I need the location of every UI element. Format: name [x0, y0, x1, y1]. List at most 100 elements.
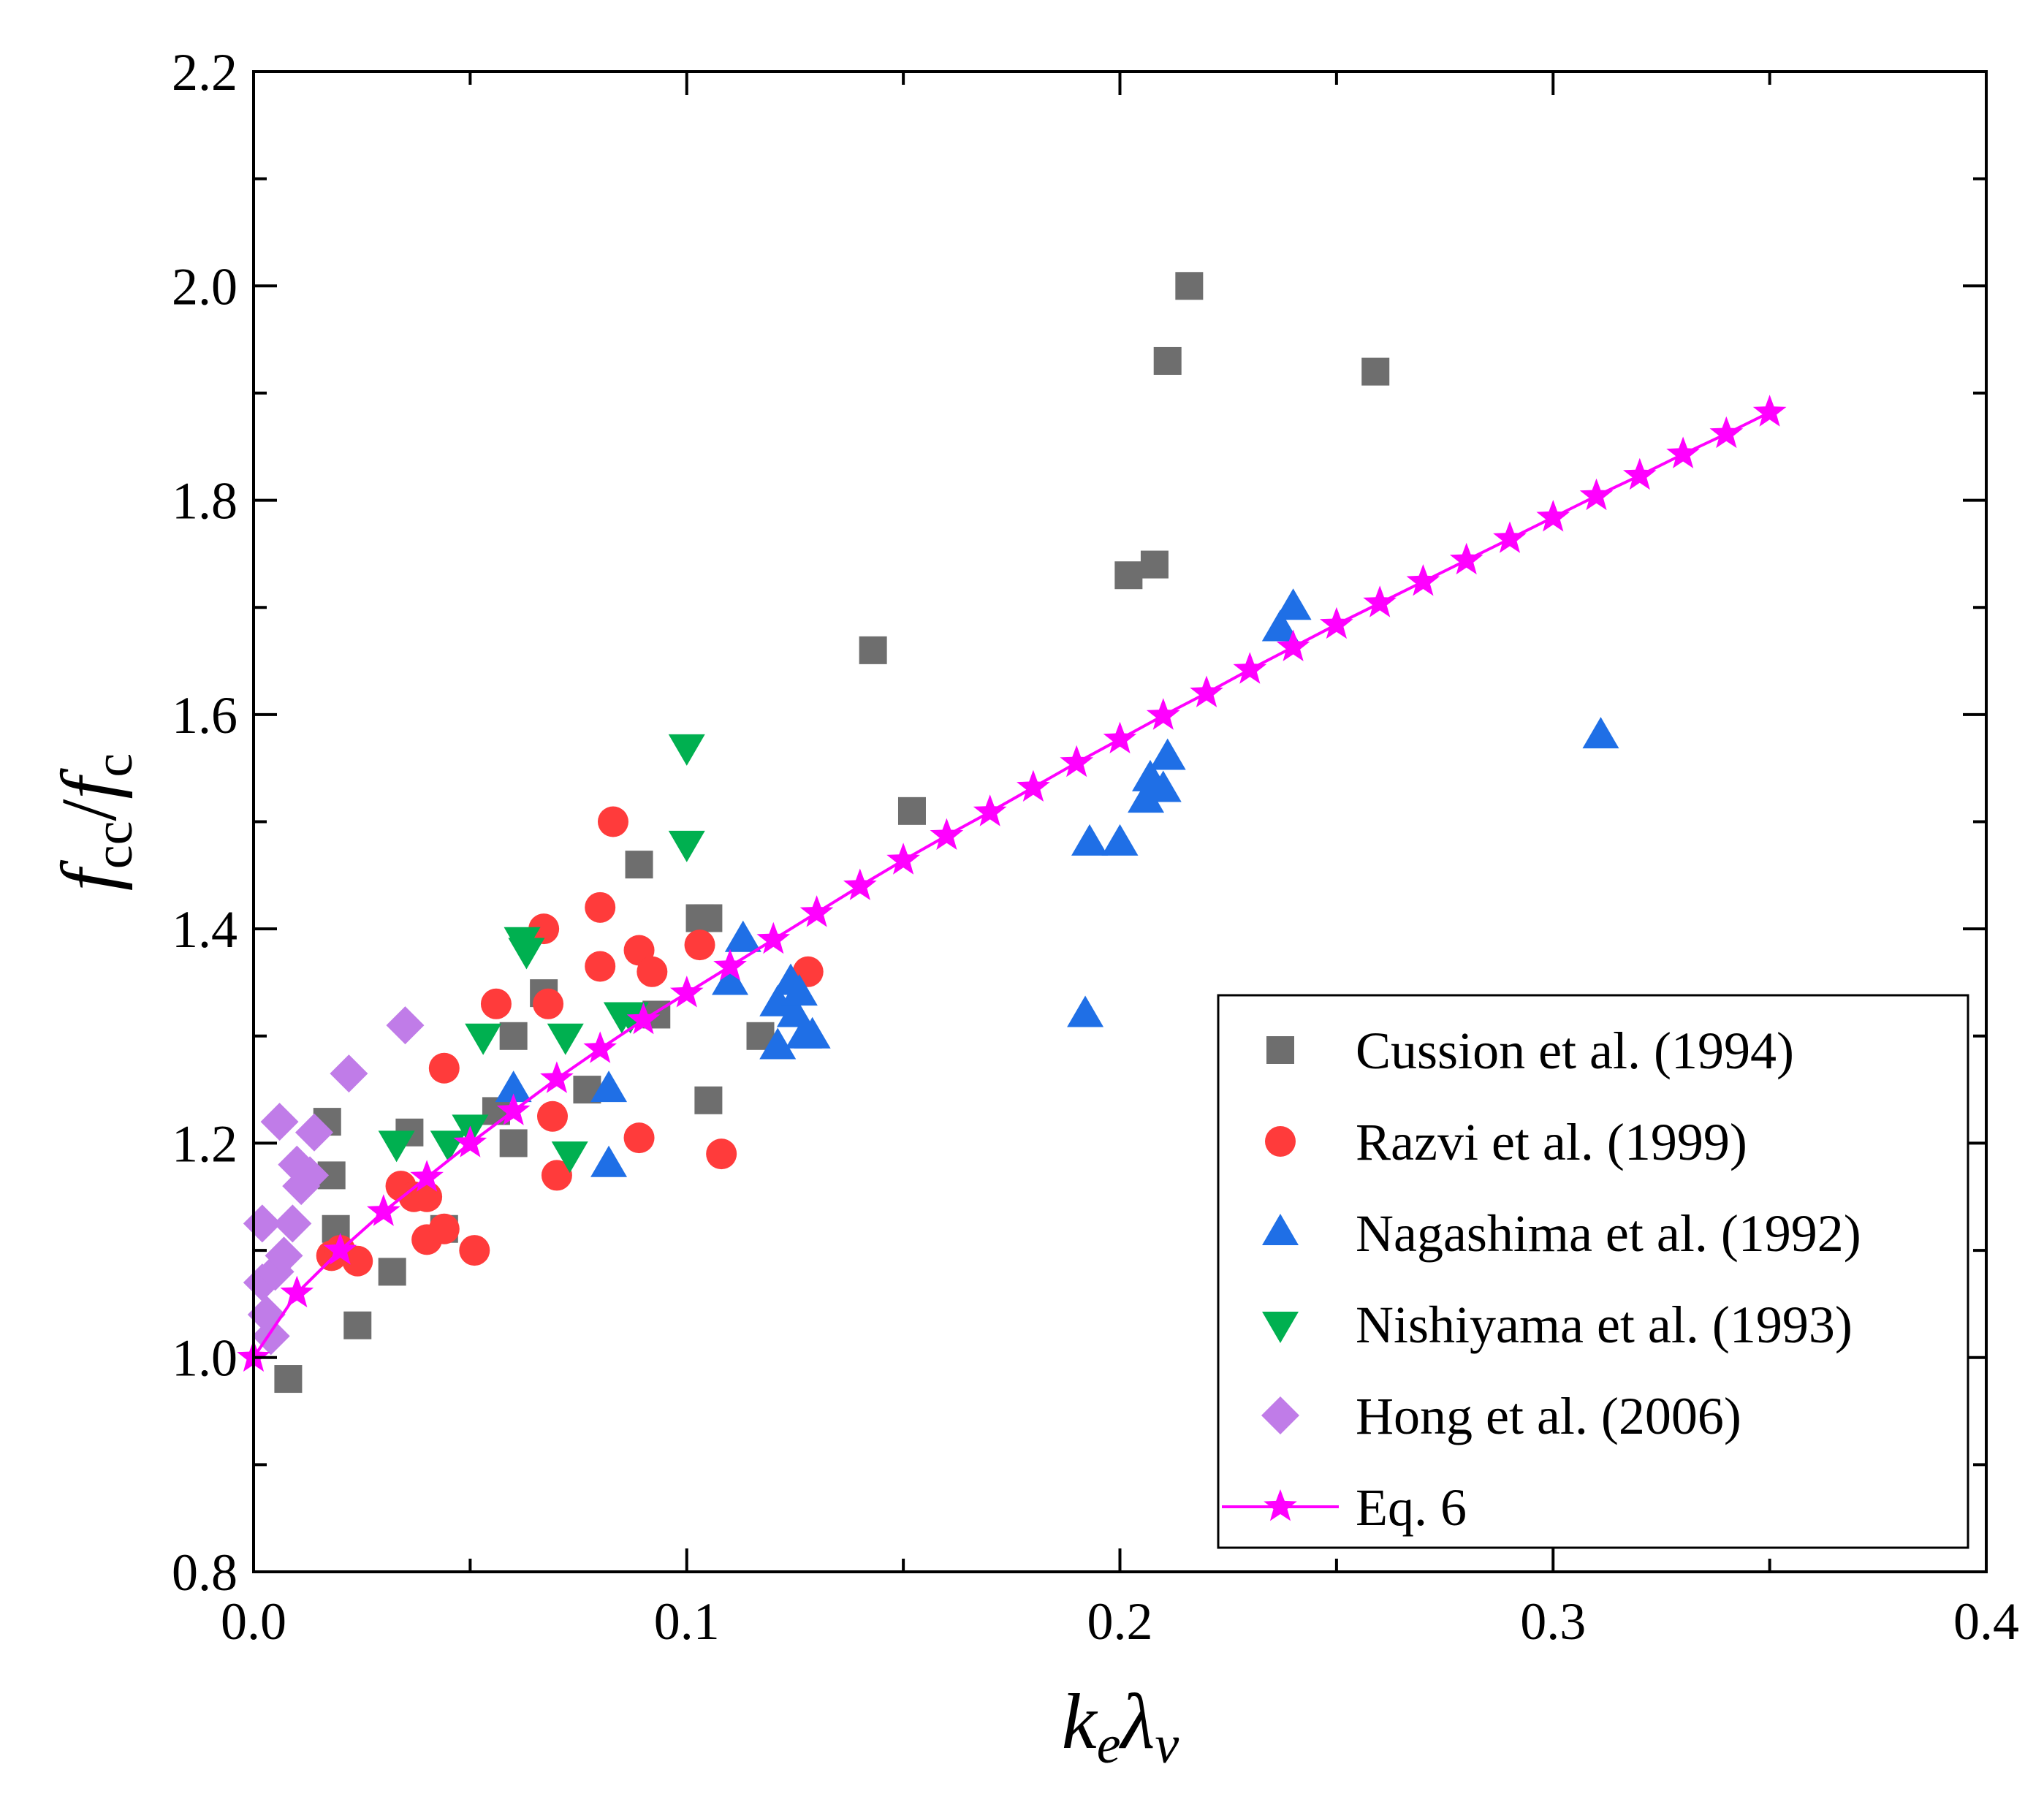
data-point	[1146, 698, 1180, 730]
data-point	[533, 988, 564, 1019]
x-tick-label: 0.1	[654, 1592, 720, 1651]
data-point	[1067, 995, 1104, 1027]
y-tick-label: 1.0	[172, 1329, 238, 1388]
series-2	[316, 806, 824, 1277]
data-point	[886, 843, 920, 875]
data-point	[378, 1130, 415, 1163]
data-point	[1449, 542, 1483, 575]
legend: Cussion et al. (1994) Razvi et al. (1999)…	[1217, 994, 1969, 1549]
data-point	[323, 1233, 357, 1265]
data-point	[1274, 588, 1312, 620]
data-point	[1261, 609, 1299, 642]
y-axis-title: fcc/fc	[46, 753, 144, 892]
y-tick-label: 1.4	[172, 900, 238, 959]
data-point	[1114, 561, 1143, 590]
data-point	[585, 892, 616, 923]
legend-items: Cussion et al. (1994) Razvi et al. (1999)…	[1222, 1022, 1861, 1537]
data-point	[590, 1071, 628, 1103]
axis-ticks: 0.0 0.1 0.2 0.3 0.4 0.8 1.0 1.2 1.4 1.6 1.8 2.0 2.2	[172, 43, 2019, 1651]
data-point	[1276, 629, 1310, 661]
data-point	[930, 818, 964, 850]
data-point	[291, 1156, 330, 1195]
y-tick-label: 1.8	[172, 472, 238, 531]
data-point	[612, 1002, 649, 1034]
data-point	[668, 734, 705, 766]
data-point	[1233, 652, 1267, 684]
y-title-sub2: c	[84, 753, 144, 778]
data-point	[694, 904, 723, 932]
data-point	[780, 974, 818, 1006]
data-point	[265, 1236, 303, 1275]
data-point	[706, 1138, 737, 1170]
y-title-slash: /	[46, 799, 133, 821]
data-point	[342, 1245, 373, 1277]
data-point	[273, 1204, 312, 1243]
y-tick-label: 0.8	[172, 1543, 238, 1602]
data-point	[260, 1103, 299, 1141]
data-point	[508, 938, 545, 970]
data-point	[386, 1006, 425, 1045]
data-point	[1144, 770, 1182, 802]
data-point	[712, 963, 749, 995]
data-point	[280, 1275, 314, 1308]
legend-item: Razvi et al. (1999)	[1265, 1113, 1747, 1171]
legend-label: Razvi et al. (1999)	[1356, 1113, 1747, 1171]
data-point	[625, 851, 653, 879]
data-point	[843, 868, 877, 900]
x-tick-label: 0.0	[221, 1592, 286, 1651]
data-point	[367, 1194, 400, 1226]
legend-label: Nishiyama et al. (1993)	[1356, 1296, 1853, 1354]
data-point	[499, 1022, 528, 1050]
data-point	[1071, 824, 1109, 856]
data-point	[428, 1213, 460, 1244]
data-point	[1579, 478, 1614, 511]
data-point	[597, 806, 628, 837]
data-point	[626, 1002, 661, 1035]
legend-item: Eq. 6	[1222, 1478, 1467, 1537]
legend-marker	[1262, 1312, 1299, 1343]
x-tick-label: 0.4	[1953, 1592, 2019, 1651]
data-point	[859, 636, 887, 664]
data-point	[428, 1052, 460, 1084]
data-point	[495, 1071, 532, 1103]
data-point	[1582, 717, 1619, 749]
data-point	[541, 1160, 572, 1191]
x-tick-label: 0.3	[1520, 1592, 1586, 1651]
x-title-mid: λ	[1119, 1679, 1155, 1765]
legend-item: Hong et al. (2006)	[1261, 1387, 1741, 1445]
data-point	[794, 1016, 831, 1049]
data-point	[343, 1311, 372, 1339]
legend-marker	[1264, 1489, 1297, 1521]
data-point	[1406, 564, 1440, 596]
data-point	[1149, 738, 1186, 770]
legend-item: Nagashima et al. (1992)	[1262, 1204, 1861, 1263]
data-point	[585, 951, 616, 982]
legend-label: Hong et al. (2006)	[1356, 1387, 1741, 1445]
y-tick-label: 2.0	[172, 257, 238, 316]
legend-label: Cussion et al. (1994)	[1356, 1022, 1794, 1080]
data-point	[1363, 585, 1397, 617]
data-point	[528, 913, 560, 945]
x-title-sub2: v	[1155, 1715, 1179, 1775]
y-tick-label: 1.2	[172, 1114, 238, 1173]
legend-marker	[1266, 1036, 1294, 1064]
data-point	[637, 956, 668, 987]
data-point	[799, 895, 834, 927]
data-point	[590, 1145, 628, 1177]
data-point	[1175, 272, 1204, 300]
data-point	[1623, 457, 1657, 490]
data-point	[1128, 781, 1165, 813]
data-point	[1709, 416, 1744, 449]
data-point	[1361, 357, 1390, 386]
data-point	[1101, 824, 1139, 856]
data-point	[897, 797, 926, 825]
data-point	[480, 988, 512, 1019]
legend-box	[1217, 994, 1969, 1549]
y-title-sub1: cc	[84, 821, 144, 870]
data-point	[459, 1235, 490, 1266]
data-point	[274, 1365, 303, 1394]
data-point	[1493, 521, 1527, 553]
data-point	[756, 921, 791, 954]
data-point	[759, 984, 797, 1016]
data-point	[499, 1129, 528, 1157]
